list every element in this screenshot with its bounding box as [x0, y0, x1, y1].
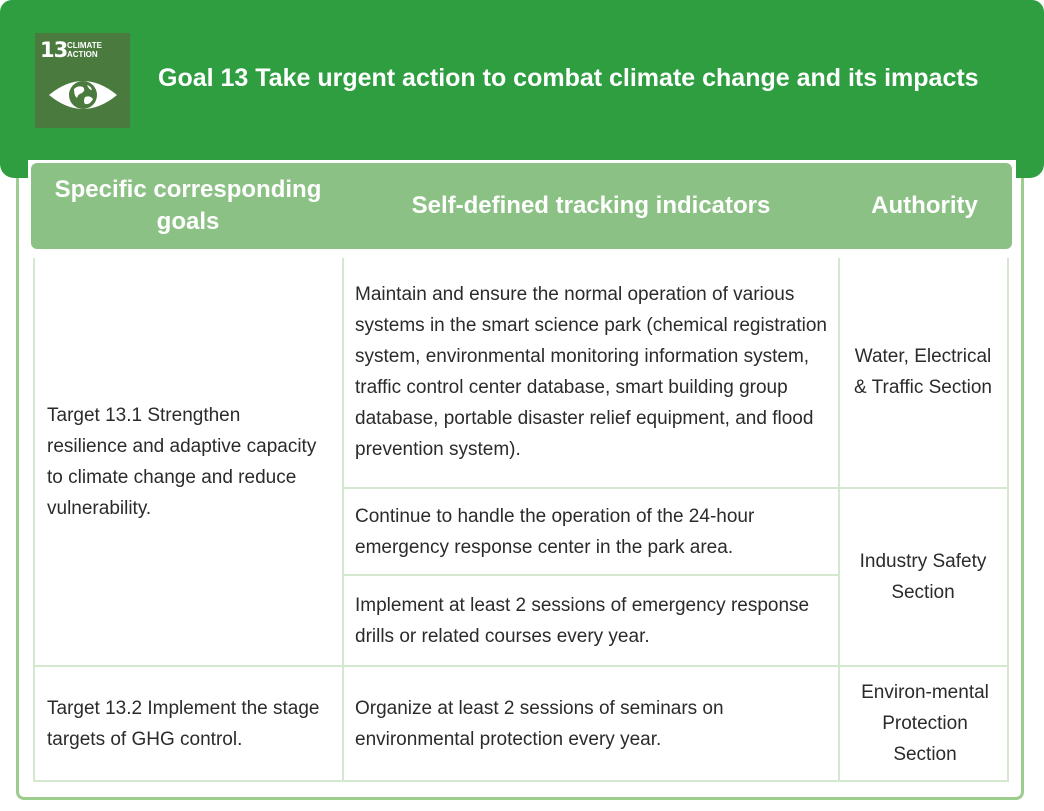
- indicator-2-text: Continue to handle the operation of the …: [355, 505, 755, 558]
- banner-corner-right: [1016, 150, 1044, 178]
- indicator-cell: Continue to handle the operation of the …: [355, 489, 827, 574]
- authority-cell: Water, Electrical & Traffic Section: [850, 258, 996, 486]
- authority-1-text: Water, Electrical & Traffic Section: [854, 346, 992, 398]
- target-13-1-text: Target 13.1 Strengthen resilience and ad…: [47, 405, 317, 519]
- banner-corner-left: [0, 150, 28, 178]
- goal-title: Goal 13 Take urgent action to combat cli…: [158, 64, 979, 92]
- header-authority: Authority: [871, 192, 978, 219]
- grid-line: [342, 258, 344, 782]
- eye-earth-icon: [49, 81, 117, 109]
- grid-line: [838, 258, 840, 782]
- indicator-3-text: Implement at least 2 sessions of emergen…: [355, 594, 810, 647]
- authority-3-text: Environ-mental Protection Section: [861, 682, 989, 765]
- indicator-cell: Implement at least 2 sessions of emergen…: [355, 576, 827, 665]
- target-13-1-cell: Target 13.1 Strengthen resilience and ad…: [47, 258, 317, 666]
- indicator-cell: Maintain and ensure the normal operation…: [355, 258, 827, 486]
- grid-line: [33, 780, 1009, 782]
- authority-cell: Industry Safety Section: [850, 489, 996, 665]
- target-13-2-cell: Target 13.2 Implement the stage targets …: [47, 667, 332, 780]
- target-13-2-text: Target 13.2 Implement the stage targets …: [47, 697, 320, 750]
- goal-banner: 13 CLIMATE ACTION Goal 13 Take urgent ac…: [0, 0, 1044, 160]
- indicator-cell: Organize at least 2 sessions of seminars…: [355, 667, 827, 780]
- header-indicators: Self-defined tracking indicators: [411, 192, 771, 219]
- header-goals: Specific corresponding goals: [54, 176, 322, 235]
- table-header-row: Specific corresponding goals Self-define…: [31, 163, 1012, 249]
- indicator-1-text: Maintain and ensure the normal operation…: [355, 284, 827, 460]
- grid-line: [343, 487, 1007, 489]
- grid-line: [1007, 258, 1009, 782]
- authority-2-text: Industry Safety Section: [859, 551, 987, 603]
- grid-line: [343, 574, 839, 576]
- grid-line: [33, 665, 1009, 667]
- authority-cell: Environ-mental Protection Section: [850, 667, 1000, 780]
- grid-line: [33, 258, 35, 782]
- sdg-number: 13: [40, 38, 68, 62]
- sdg-13-icon: 13 CLIMATE ACTION: [35, 33, 130, 128]
- sdg-label: CLIMATE ACTION: [67, 41, 102, 59]
- indicator-4-text: Organize at least 2 sessions of seminars…: [355, 697, 724, 750]
